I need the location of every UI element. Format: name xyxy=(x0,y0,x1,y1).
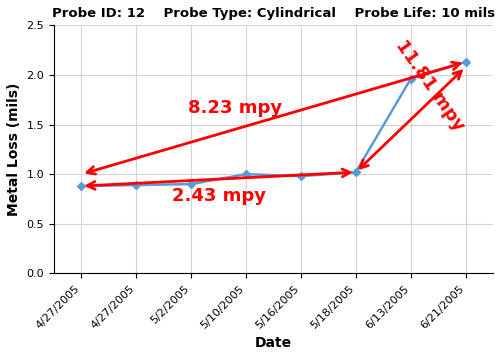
Title: Probe ID: 12    Probe Type: Cylindrical    Probe Life: 10 mils: Probe ID: 12 Probe Type: Cylindrical Pro… xyxy=(52,7,495,20)
Text: 2.43 mpy: 2.43 mpy xyxy=(172,187,266,205)
Y-axis label: Metal Loss (mils): Metal Loss (mils) xyxy=(7,83,21,216)
Text: 8.23 mpy: 8.23 mpy xyxy=(188,99,282,117)
X-axis label: Date: Date xyxy=(255,336,292,350)
Text: 11.81 mpy: 11.81 mpy xyxy=(392,37,468,135)
